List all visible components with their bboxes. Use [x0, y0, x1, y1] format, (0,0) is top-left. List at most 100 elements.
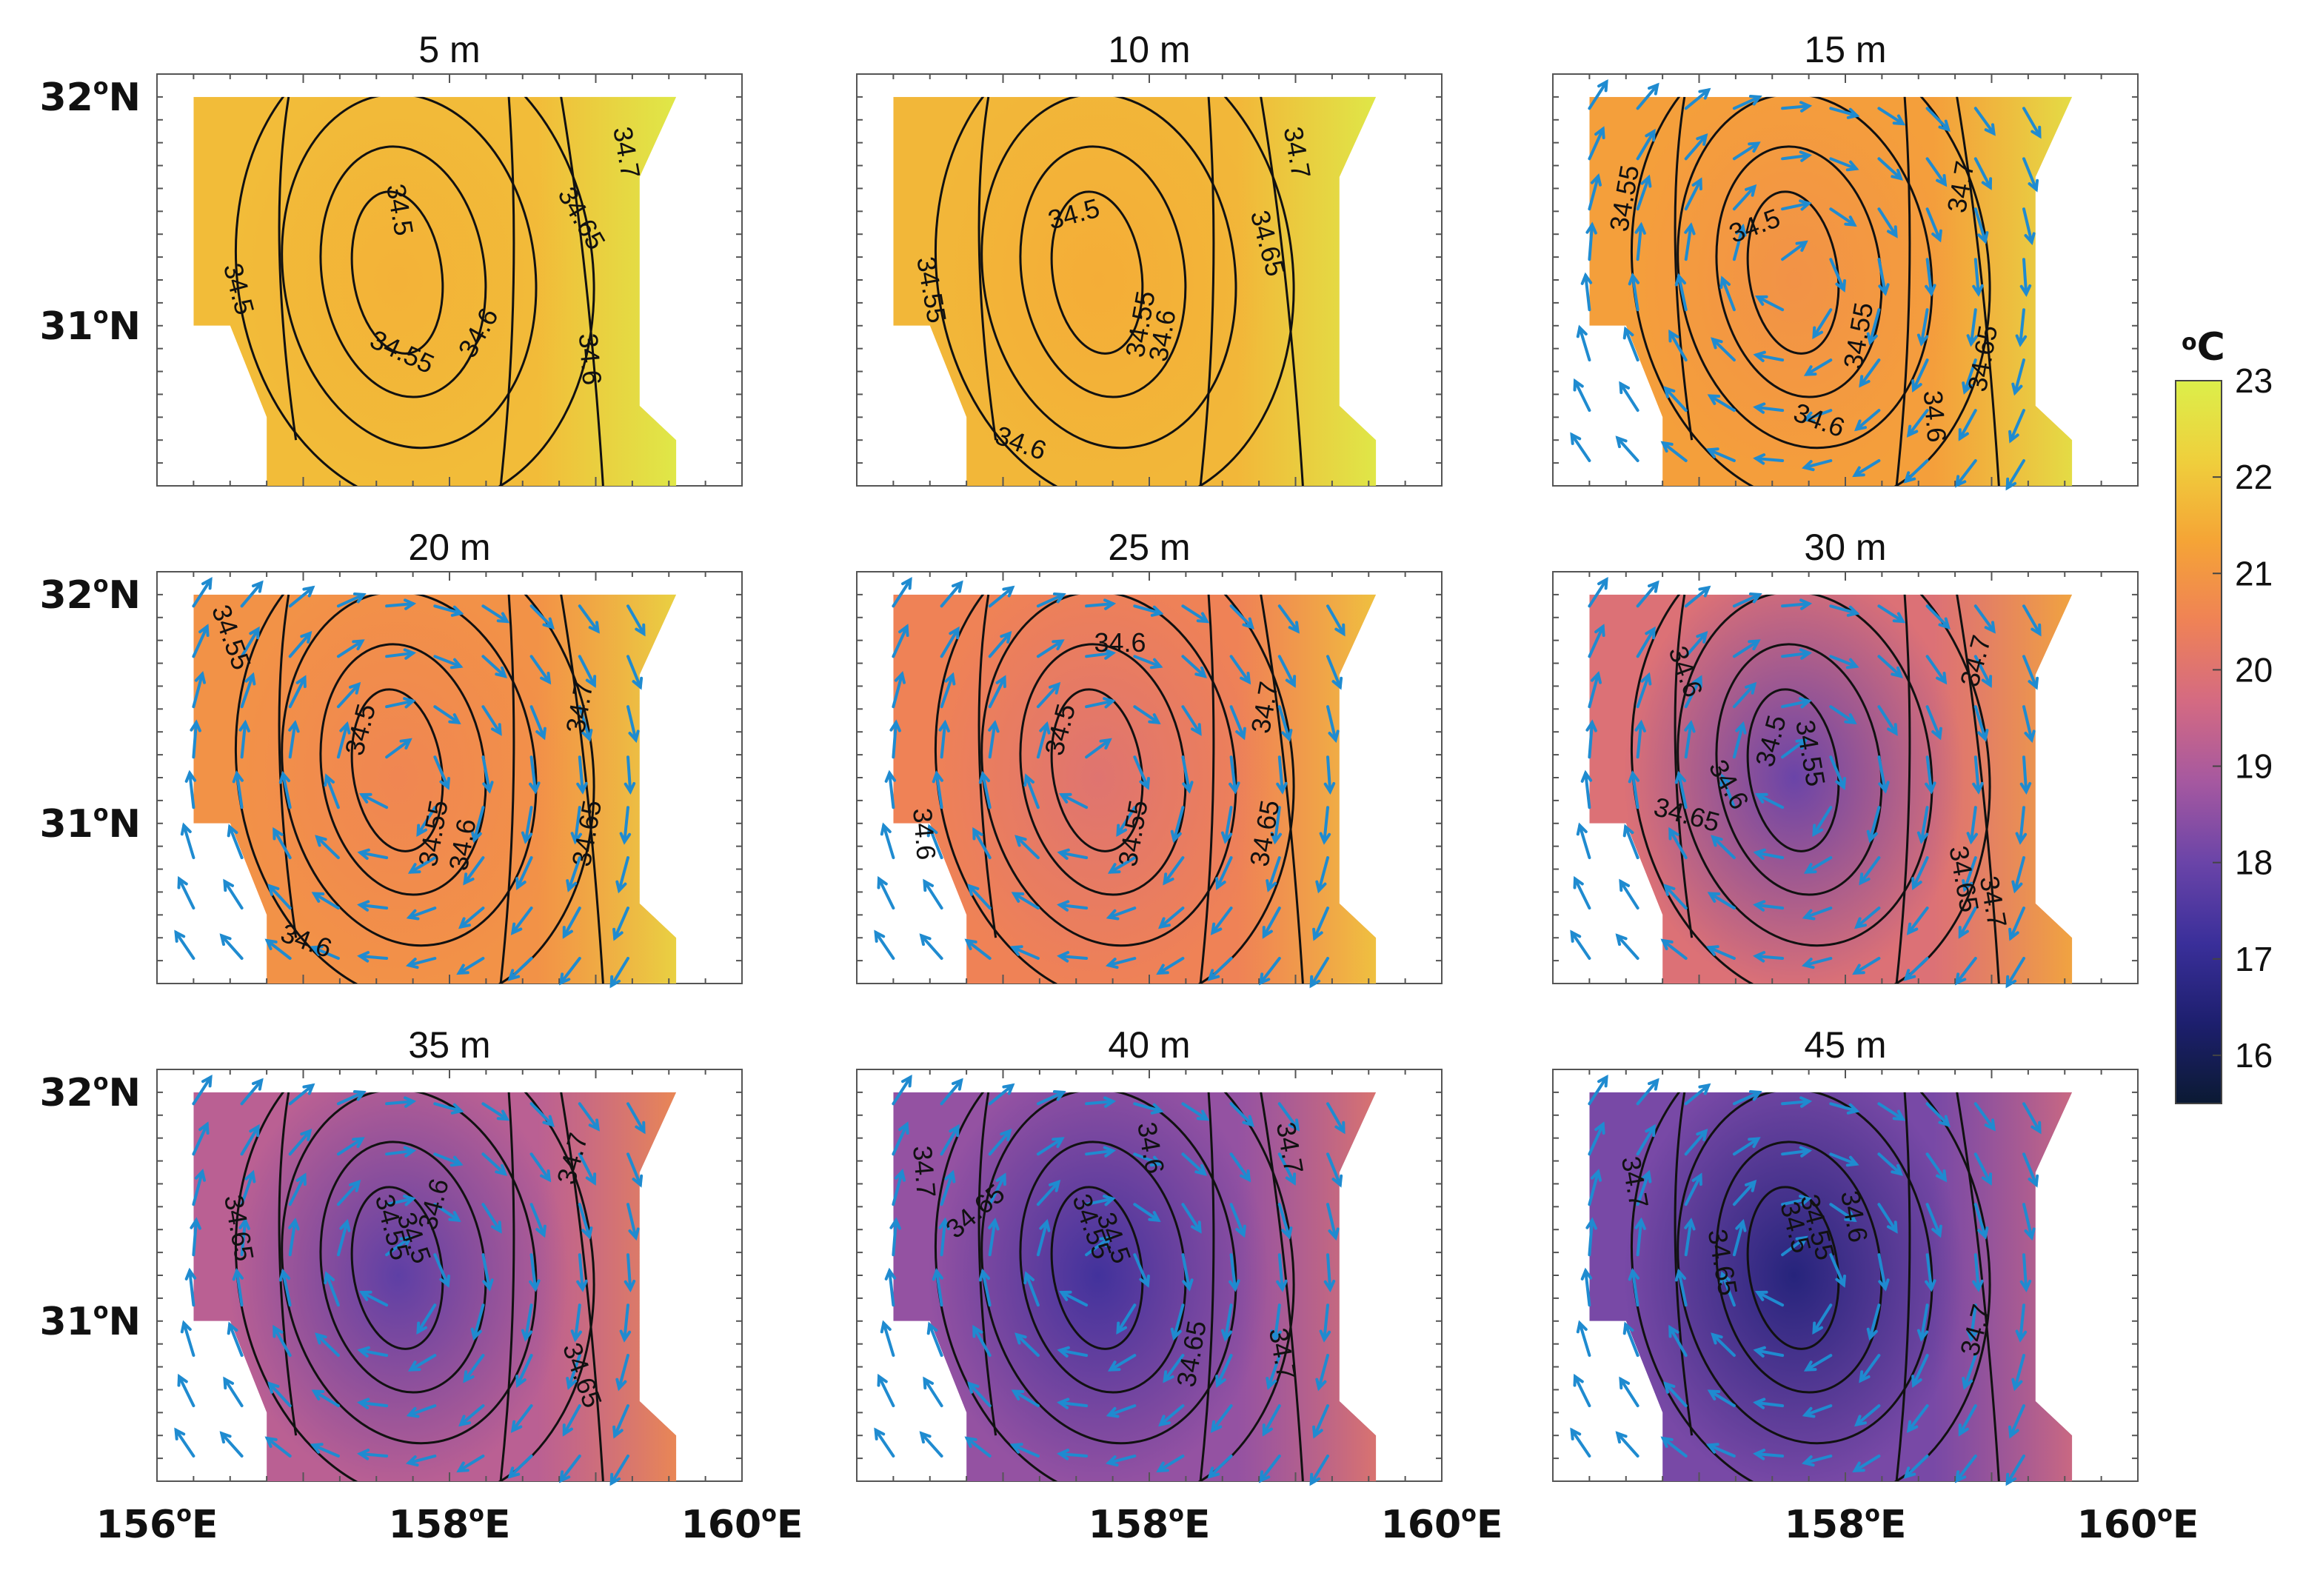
vector-arrow	[1732, 95, 1762, 110]
vector-arrow	[1829, 604, 1860, 617]
vector-arrow	[1877, 655, 1903, 678]
vector-arrow	[238, 719, 250, 759]
vector-arrow	[1684, 133, 1708, 161]
contour-line	[1953, 96, 2000, 486]
vector-arrow	[1966, 806, 1978, 845]
vector-arrow	[566, 856, 581, 892]
vector-arrow	[1215, 856, 1233, 890]
colorbar-scale	[2175, 380, 2222, 1104]
vector-arrow	[273, 827, 292, 860]
vector-arrow	[2022, 655, 2039, 690]
vector-arrow	[1916, 308, 1929, 347]
vector-arrow	[619, 806, 632, 845]
vector-arrow	[1973, 107, 1996, 136]
vector-arrow	[1781, 1146, 1813, 1158]
vector-arrow	[481, 1203, 502, 1234]
vector-arrow	[877, 1373, 895, 1408]
vector-arrow	[1309, 1455, 1329, 1486]
contour-line	[1257, 1092, 1304, 1481]
vector-arrow	[1106, 1404, 1137, 1418]
vector-arrow	[416, 806, 437, 838]
vector-arrow	[385, 1235, 412, 1257]
vector-arrow	[192, 670, 206, 709]
vector-arrow	[357, 1398, 389, 1409]
vector-arrow	[174, 929, 195, 960]
vector-arrow	[1011, 892, 1040, 910]
vector-arrow	[578, 705, 593, 742]
vector-arrow	[458, 1404, 485, 1427]
vector-arrow	[1954, 957, 1977, 986]
vector-arrow	[1615, 435, 1639, 462]
contour-line	[1895, 96, 1911, 486]
vector-arrow	[481, 1253, 494, 1292]
vector-arrow	[190, 1217, 201, 1257]
vector-arrow	[1220, 1303, 1233, 1342]
vector-arrow	[964, 1436, 992, 1458]
vector-arrow	[2011, 1354, 2025, 1392]
vector-arrow	[1719, 1271, 1736, 1307]
vector-arrow	[1877, 1152, 1903, 1176]
vector-arrow	[1859, 1354, 1881, 1383]
eddy-core	[227, 594, 569, 984]
vector-arrow	[1732, 592, 1762, 608]
eddy-core	[927, 96, 1269, 486]
vector-arrow	[433, 1203, 461, 1223]
vector-arrow	[2008, 1404, 2025, 1439]
vector-arrow	[1266, 856, 1281, 892]
vector-arrow	[626, 1152, 644, 1188]
vector-arrow	[1058, 1290, 1089, 1307]
vector-arrow	[1106, 906, 1137, 921]
vector-arrow	[1570, 1427, 1591, 1458]
vector-arrow	[1133, 655, 1163, 670]
vector-arrow	[1181, 755, 1194, 794]
vector-arrow	[1663, 884, 1688, 910]
vector-arrow	[1588, 576, 1608, 608]
vector-arrow	[624, 755, 636, 795]
contour-line	[977, 96, 997, 441]
vector-arrow	[240, 580, 264, 608]
vector-arrow	[2022, 207, 2036, 246]
vector-arrow	[1660, 1436, 1688, 1458]
vector-arrow	[1628, 1268, 1639, 1307]
temperature-field	[1589, 594, 2073, 984]
panel-title: 20 m	[408, 527, 490, 568]
vector-arrow	[177, 875, 195, 910]
vector-arrow	[1684, 630, 1708, 658]
vector-arrow	[1719, 276, 1736, 312]
vector-arrow	[433, 1253, 450, 1288]
panel-title: 40 m	[1108, 1024, 1190, 1066]
vector-arrow	[1570, 929, 1591, 960]
vector-arrow	[1684, 87, 1711, 110]
vector-arrow	[1973, 207, 1989, 244]
vector-arrow	[1973, 655, 1993, 688]
vector-arrow	[1057, 1398, 1089, 1409]
vector-arrow	[336, 1179, 361, 1206]
vector-arrow	[1181, 604, 1210, 624]
vector-arrow	[1107, 1354, 1137, 1372]
vector-arrow	[1732, 681, 1757, 709]
colorbar-tick-label: 20	[2235, 650, 2273, 689]
vector-arrow	[892, 624, 909, 658]
vector-arrow	[932, 1268, 943, 1307]
vector-arrow	[1270, 1303, 1282, 1343]
vector-arrow	[1684, 1218, 1696, 1257]
vector-arrow	[1711, 1332, 1736, 1358]
vector-arrow	[1207, 1455, 1233, 1479]
vector-arrow	[311, 1389, 340, 1408]
vector-arrow	[1085, 697, 1116, 709]
vector-arrow	[1906, 906, 1929, 935]
vector-arrow	[1906, 1404, 1929, 1433]
vector-arrow	[1674, 770, 1688, 809]
colorbar-tick-label: 16	[2235, 1036, 2273, 1075]
vector-arrow	[919, 1431, 943, 1458]
vector-arrow	[1619, 1376, 1639, 1408]
vector-arrow	[1585, 719, 1597, 759]
vector-arrow	[433, 604, 464, 617]
panel-title: 35 m	[408, 1024, 490, 1066]
vector-arrow	[1866, 806, 1881, 844]
vector-arrow	[1732, 1137, 1761, 1156]
vector-arrow	[1877, 755, 1890, 794]
vector-arrow	[529, 755, 541, 795]
vector-arrow	[336, 1137, 365, 1156]
